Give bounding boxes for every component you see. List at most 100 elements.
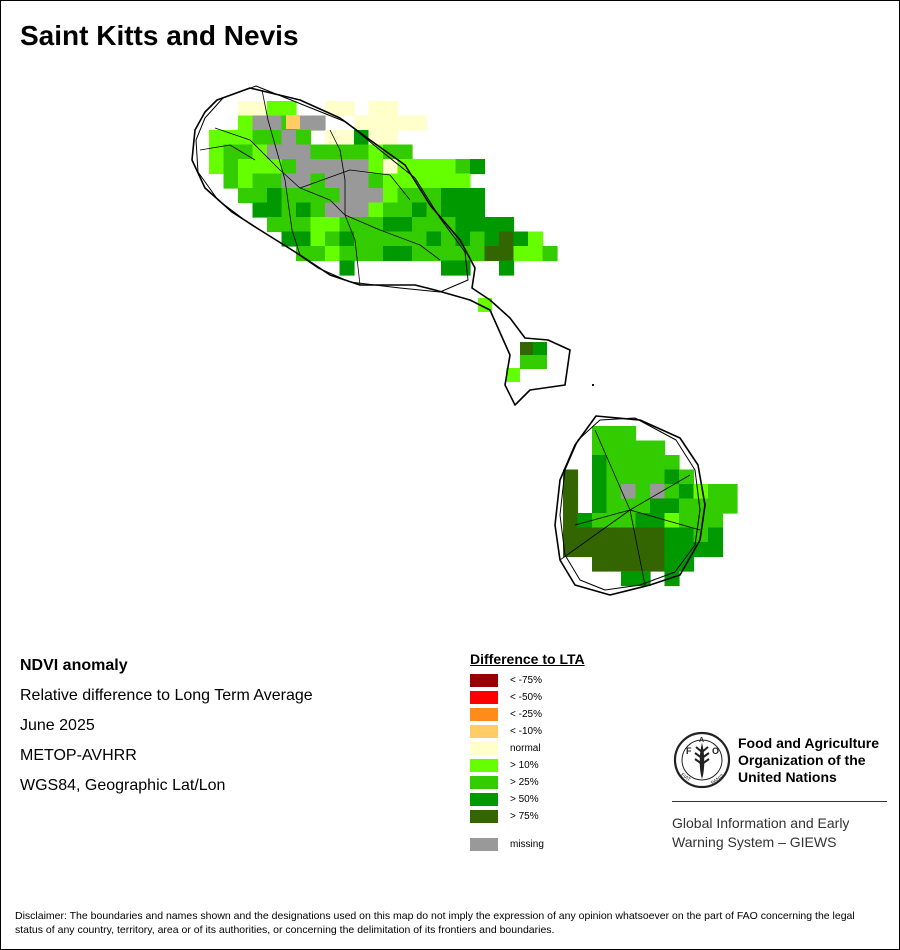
ndvi-cell — [267, 144, 283, 160]
ndvi-cell — [708, 498, 724, 514]
ndvi-cell — [455, 246, 471, 262]
ndvi-cell — [238, 101, 254, 117]
ndvi-cell — [223, 144, 239, 160]
ndvi-cell — [368, 246, 384, 262]
ndvi-cell — [650, 469, 666, 485]
ndvi-cell — [650, 440, 666, 456]
disclaimer: Disclaimer: The boundaries and names sho… — [15, 910, 855, 936]
ndvi-cell — [592, 440, 608, 456]
legend-item-m10: < -10% — [470, 723, 585, 740]
legend-swatch — [470, 810, 498, 823]
ndvi-cell — [238, 144, 254, 160]
ndvi-cell — [441, 246, 457, 262]
ndvi-cell — [650, 527, 666, 543]
legend-item-p10: > 10% — [470, 757, 585, 774]
ndvi-cell — [606, 469, 622, 485]
ndvi-cell — [296, 231, 312, 247]
ndvi-cell — [563, 542, 579, 558]
ndvi-cell — [412, 231, 428, 247]
legend-label: > 50% — [510, 794, 539, 805]
ndvi-cell — [354, 144, 370, 160]
ndvi-cell — [267, 188, 283, 204]
ndvi-cell — [252, 188, 268, 204]
ndvi-cell — [635, 469, 651, 485]
ndvi-cell — [621, 440, 637, 456]
ndvi-cell — [592, 498, 608, 514]
ndvi-cell — [368, 231, 384, 247]
ndvi-cell — [368, 173, 384, 189]
ndvi-cell — [635, 556, 651, 572]
ndvi-cell — [267, 173, 283, 189]
ndvi-cell — [383, 217, 399, 233]
ndvi-cell — [592, 527, 608, 543]
nevis-raster — [563, 426, 738, 587]
ndvi-cell — [533, 342, 547, 356]
svg-text:A: A — [699, 737, 704, 744]
ndvi-cell — [383, 202, 399, 218]
ndvi-cell — [354, 202, 370, 218]
ndvi-cell — [383, 101, 399, 117]
ndvi-cell — [252, 173, 268, 189]
ndvi-cell — [354, 130, 370, 146]
ndvi-cell — [354, 173, 370, 189]
ndvi-cell — [635, 513, 651, 529]
ndvi-cell — [708, 527, 724, 543]
ndvi-cell — [296, 217, 312, 233]
ndvi-cell — [267, 159, 283, 175]
ndvi-cell — [470, 202, 486, 218]
ndvi-cell — [455, 188, 471, 204]
product-description: Relative difference to Long Term Average — [20, 687, 313, 704]
ndvi-cell — [368, 188, 384, 204]
ndvi-cell — [693, 513, 709, 529]
ndvi-cell — [606, 455, 622, 471]
ndvi-cell — [310, 144, 326, 160]
ndvi-cell — [635, 484, 651, 500]
ndvi-cell — [354, 115, 370, 131]
legend-label: < -75% — [510, 675, 542, 686]
legend-swatch — [470, 793, 498, 806]
ndvi-cell — [296, 246, 312, 262]
ndvi-cell — [650, 455, 666, 471]
ndvi-cell — [397, 144, 413, 160]
legend-swatch — [470, 742, 498, 755]
legend-swatch — [470, 691, 498, 704]
parish-boundary — [261, 89, 301, 256]
product-name: NDVI anomaly — [20, 657, 128, 674]
ndvi-cell — [592, 484, 608, 500]
ndvi-cell — [621, 571, 637, 587]
ndvi-cell — [412, 115, 428, 131]
ndvi-cell — [339, 217, 355, 233]
ndvi-cell — [621, 527, 637, 543]
ndvi-cell — [513, 231, 529, 247]
ndvi-cell — [455, 217, 471, 233]
legend-swatch — [470, 759, 498, 772]
ndvi-cell — [441, 188, 457, 204]
ndvi-cell — [513, 246, 529, 262]
ndvi-cell — [281, 217, 297, 233]
ndvi-cell — [528, 246, 544, 262]
ndvi-cell — [499, 246, 515, 262]
ndvi-cell — [708, 513, 724, 529]
ndvi-cell — [520, 342, 534, 356]
ndvi-cell — [412, 159, 428, 175]
ndvi-cell — [426, 188, 442, 204]
ndvi-cell — [310, 159, 326, 175]
ndvi-cell — [267, 130, 283, 146]
logo-divider — [672, 801, 887, 802]
ndvi-cell — [592, 455, 608, 471]
ndvi-cell — [325, 246, 341, 262]
ndvi-cell — [455, 231, 471, 247]
ndvi-cell — [635, 542, 651, 558]
ndvi-cell — [238, 188, 254, 204]
ndvi-cell — [621, 426, 637, 442]
ndvi-cell — [339, 246, 355, 262]
ndvi-cell — [664, 527, 680, 543]
ndvi-cell — [441, 173, 457, 189]
legend-swatch — [470, 838, 498, 851]
ndvi-cell — [339, 173, 355, 189]
ndvi-cell — [664, 484, 680, 500]
ndvi-cell — [412, 246, 428, 262]
ndvi-anomaly-map — [191, 85, 738, 596]
nevis-outline — [559, 417, 701, 591]
legend-label: < -25% — [510, 709, 542, 720]
